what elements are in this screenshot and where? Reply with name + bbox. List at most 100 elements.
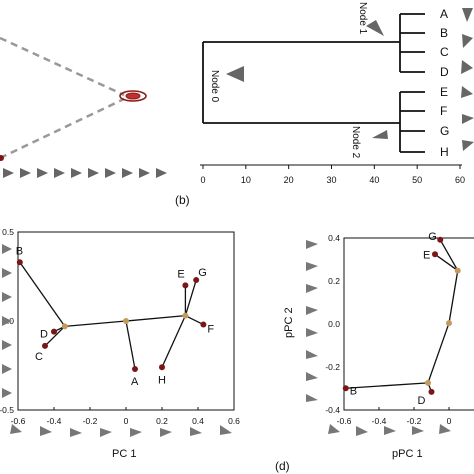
- x-tick-label: 0: [124, 416, 129, 426]
- point-G: [193, 277, 200, 284]
- arrow-field-c: [2, 244, 232, 437]
- center-node: [425, 379, 431, 386]
- panel-label-b: (b): [175, 193, 190, 207]
- edge-B: [345, 382, 429, 389]
- center-node: [446, 320, 452, 327]
- point-D: [428, 388, 435, 395]
- dashed-edge-upper: [0, 36, 125, 97]
- center-node: [61, 323, 68, 330]
- dendro-tick-label-60: 60: [455, 175, 465, 185]
- edge-E: [434, 253, 459, 272]
- point-B: [342, 385, 349, 392]
- node0-label: Node 0: [209, 70, 220, 103]
- point-D: [51, 328, 57, 335]
- point-label-G: G: [428, 231, 437, 243]
- dendro-tick-label-20: 20: [284, 175, 294, 185]
- y-tick-label: -0.5: [0, 405, 14, 415]
- x-tick-label: 0.6: [228, 416, 240, 426]
- point-A: [132, 366, 138, 373]
- edge-C: [44, 325, 66, 347]
- arrow-field-d: [306, 240, 451, 436]
- point-label-D: D: [40, 329, 48, 341]
- edge-B: [19, 261, 66, 327]
- point-label-F: F: [207, 324, 214, 336]
- dendro-tick-label-40: 40: [369, 175, 379, 185]
- point-label-E: E: [177, 268, 184, 280]
- x-tick-label: 0.4: [192, 416, 204, 426]
- center-node: [454, 267, 461, 274]
- point-label-G: G: [198, 267, 207, 279]
- arrow-field-b: [226, 8, 474, 151]
- point-C: [42, 342, 48, 349]
- edge-A: [125, 320, 136, 370]
- dendro-leaf-D: D: [440, 65, 449, 79]
- point-label-B: B: [350, 385, 357, 397]
- edge-G: [184, 279, 197, 316]
- x-tick-label: -0.2: [83, 416, 98, 426]
- dendro-leaf-F: F: [440, 104, 447, 118]
- point-E: [432, 251, 438, 258]
- edge-F: [185, 315, 204, 326]
- y-tick-label: 0.4: [328, 233, 340, 243]
- point-label-D: D: [418, 395, 426, 407]
- point-H: [159, 364, 165, 371]
- dendro-axis-ticks: 0 10 20 30 40 50 60: [200, 165, 465, 185]
- dendro-leaf-B: B: [440, 26, 448, 40]
- x-tick-label: 0.2: [156, 416, 168, 426]
- center-node: [123, 318, 129, 324]
- point-E: [182, 282, 189, 289]
- y-tick-label: -0.2: [325, 362, 340, 372]
- dendro-tick-label-0: 0: [200, 175, 205, 185]
- dendro-tick-label-50: 50: [412, 175, 422, 185]
- x-tick-label: 0: [447, 416, 452, 426]
- arrow-field-a: [3, 168, 167, 178]
- x-tick-label: -0.4: [372, 416, 387, 426]
- point-label-C: C: [35, 351, 43, 363]
- panel-d-ylabel: pPC 2: [283, 307, 295, 338]
- x-tick-label: -0.6: [11, 416, 26, 426]
- edge-G: [439, 239, 459, 271]
- y-tick-label: 0.5: [2, 227, 14, 237]
- point-label-E: E: [423, 249, 430, 261]
- point-label-H: H: [158, 374, 166, 386]
- point-G: [437, 236, 444, 243]
- dendro-leaf-C: C: [440, 45, 449, 59]
- node1-label: Node 1: [357, 2, 368, 35]
- x-tick-label: -0.2: [407, 416, 422, 426]
- point-B: [16, 259, 23, 266]
- y-tick-label: 0.2: [328, 276, 340, 286]
- panel-label-d: (d): [275, 459, 290, 473]
- dendro-leaf-G: G: [440, 124, 449, 138]
- y-tick-label: 0.0: [328, 319, 340, 329]
- center-link: [125, 315, 186, 322]
- panel-c-xlabel: PC 1: [112, 448, 136, 460]
- x-tick-label: -0.4: [47, 416, 62, 426]
- dendro-leaf-H: H: [440, 145, 449, 159]
- edge-H: [161, 315, 186, 368]
- dendro-leaf-A: A: [440, 7, 448, 21]
- point-F: [200, 321, 207, 328]
- center-node: [182, 312, 189, 319]
- y-tick-label: -0.4: [325, 405, 340, 415]
- point-label-B: B: [16, 245, 23, 257]
- dendro-leaf-E: E: [440, 85, 448, 99]
- center-link: [448, 270, 459, 324]
- center-link: [427, 322, 450, 384]
- center-link: [64, 320, 127, 327]
- x-tick-label: -0.6: [337, 416, 352, 426]
- node-marker: [0, 155, 4, 161]
- point-label-A: A: [131, 376, 139, 388]
- panel-d-xlabel: pPC 1: [392, 448, 423, 460]
- dashed-edge-lower: [0, 97, 125, 160]
- dendro-tick-label-30: 30: [326, 175, 336, 185]
- panel-b-dendrogram: [200, 13, 462, 166]
- panel-a-fragment: [0, 36, 167, 178]
- target-ellipse-outer: [119, 90, 147, 102]
- node2-label: Node 2: [350, 126, 361, 159]
- dendro-tick-label-10: 10: [241, 175, 251, 185]
